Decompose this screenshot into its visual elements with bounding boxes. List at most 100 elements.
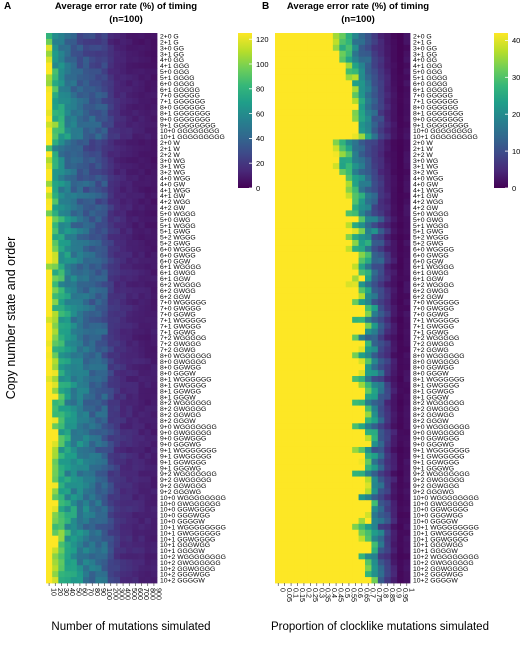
heatmap-a-cell [89,523,96,531]
heatmap-b-cell [365,287,372,294]
heatmap-a-cell [138,500,146,507]
heatmap-b-cell [326,340,334,347]
heatmap-a-cell [58,56,65,63]
heatmap-a-cell [107,381,115,389]
row-label: 7+1 GWGGG [160,323,201,330]
heatmap-a-cell [144,198,152,205]
heatmap-a-cell [46,559,53,566]
heatmap-a-cell [70,151,78,158]
heatmap-b-cell [275,334,282,341]
heatmap-a-cell [83,74,90,81]
heatmap-a-cell [83,192,90,199]
heatmap-a-cell [52,275,59,282]
heatmap-b-cell [281,157,289,164]
heatmap-b-cell [275,381,282,389]
row-label: 8+2 GGWGG [160,412,201,419]
heatmap-b-cell [339,458,347,466]
heatmap-b-cell [377,257,385,265]
heatmap-a-cell [138,239,146,247]
heatmap-b-cell [371,139,379,146]
heatmap-b-cell [339,506,347,513]
heatmap-b-cell [275,210,282,217]
heatmap-b-cell [332,381,340,389]
heatmap-b-cell [287,529,295,537]
heatmap-b-cell [326,441,334,448]
heatmap-a-cell [144,287,152,294]
heatmap-a-cell [64,163,72,170]
heatmap-a-cell [138,381,146,389]
heatmap-b-cell [403,476,411,483]
heatmap-b-cell [307,482,314,489]
heatmap-a-cell [132,239,139,247]
heatmap-a-cell [113,269,121,276]
heatmap-a-cell [132,517,139,525]
heatmap-a-cell [64,263,72,270]
heatmap-b-cell [320,328,327,336]
row-label: 7+1 GWGGG [413,323,454,330]
heatmap-b-cell [371,565,379,572]
heatmap-b-cell [339,399,347,406]
heatmap-a-cell [113,216,121,223]
heatmap-b-cell [313,121,321,129]
heatmap-b-cell [371,500,379,507]
heatmap-a-cell [76,56,84,63]
heatmap-b-cell [275,198,282,205]
heatmap-b-cell [397,287,404,294]
heatmap-a-cell [138,423,146,430]
heatmap-b-cell [275,251,282,259]
heatmap-a-cell [89,364,96,371]
heatmap-b-cell [384,393,392,401]
heatmap-a-cell [144,56,152,63]
heatmap-a-cell [107,393,115,401]
heatmap-a-cell [126,435,133,442]
heatmap-a-cell [89,535,96,542]
heatmap-b-cell [397,174,404,182]
heatmap-a-cell [126,133,133,140]
x-tick-label: 0.65 [362,588,371,602]
heatmap-b-cell [384,535,392,542]
heatmap-b-cell [326,275,334,282]
heatmap-b-cell [365,263,372,270]
heatmap-b-cell [384,257,392,265]
heatmap-a-cell [52,103,59,111]
heatmap-b-cell [384,169,392,176]
heatmap-b-cell [403,228,411,235]
heatmap-a-cell [113,381,121,389]
heatmap-a-cell [58,109,65,117]
heatmap-b-cell [365,186,372,194]
heatmap-b-cell [403,316,411,324]
heatmap-b-cell [326,239,334,247]
heatmap-a-cell [113,535,121,542]
heatmap-a-cell [46,328,53,336]
heatmap-a-cell [113,346,121,353]
heatmap-b-cell [403,523,411,531]
heatmap-a-cell [46,204,53,211]
heatmap-a-cell [52,145,59,152]
row-label: 7+1 WGGGGG [160,317,206,324]
heatmap-b-cell [332,293,340,300]
heatmap-b-cell [397,476,404,483]
heatmap-a-cell [83,358,90,365]
heatmap-a [46,33,158,584]
heatmap-b-cell [377,62,385,69]
row-label: 9+0 GGGGGGG [160,116,210,123]
heatmap-a-cell [89,328,96,336]
heatmap-a-cell [120,494,127,501]
heatmap-a-cell [76,322,84,330]
heatmap-b-cell [287,559,295,566]
heatmap-a-cell [95,328,102,336]
heatmap-a-cell [70,56,78,63]
heatmap-b-cell [313,547,321,554]
heatmap-a-cell [70,435,78,442]
heatmap-b-cell [326,429,334,436]
heatmap-b-cell [345,239,353,247]
row-label: 6+2 GGW [413,294,444,301]
heatmap-a-cell [64,316,72,324]
heatmap-a-cell [70,198,78,205]
heatmap-b-cell [339,364,347,371]
heatmap-b-cell [313,228,321,235]
heatmap-a-cell [52,488,59,495]
heatmap-b-cell [339,180,347,188]
heatmap-b-cell [287,370,295,377]
heatmap-a-cell [144,577,152,584]
